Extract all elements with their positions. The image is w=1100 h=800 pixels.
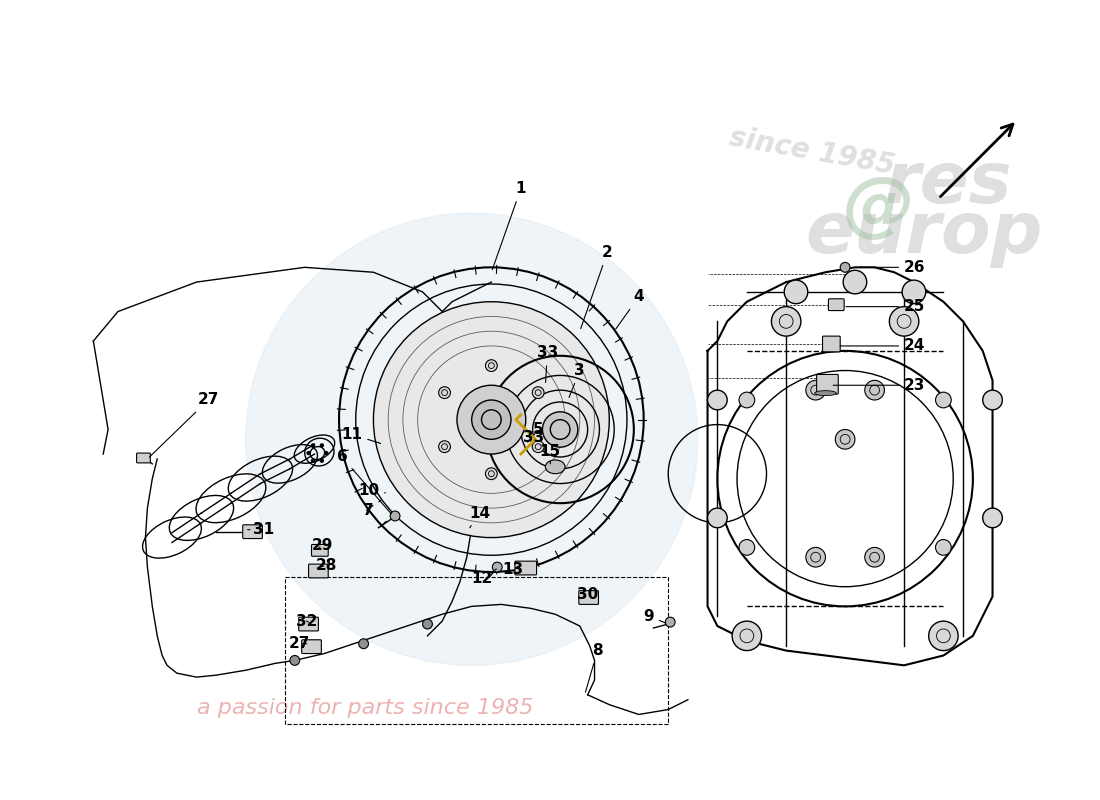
Text: 6: 6: [337, 450, 392, 514]
Circle shape: [865, 380, 884, 400]
Circle shape: [245, 214, 697, 666]
Circle shape: [307, 451, 310, 454]
Text: 12: 12: [471, 569, 496, 586]
Circle shape: [733, 621, 761, 650]
Circle shape: [485, 360, 497, 371]
Circle shape: [311, 444, 315, 447]
FancyBboxPatch shape: [515, 561, 537, 575]
Text: 15: 15: [540, 444, 561, 464]
FancyBboxPatch shape: [299, 617, 318, 631]
FancyBboxPatch shape: [136, 453, 151, 463]
Text: 7: 7: [363, 500, 381, 518]
Circle shape: [928, 621, 958, 650]
Circle shape: [373, 302, 609, 538]
Text: a passion for parts since 1985: a passion for parts since 1985: [197, 698, 532, 718]
Text: 8: 8: [585, 643, 603, 692]
FancyBboxPatch shape: [579, 590, 598, 605]
FancyBboxPatch shape: [301, 640, 321, 654]
Circle shape: [982, 390, 1002, 410]
Text: 11: 11: [341, 427, 381, 443]
Circle shape: [840, 262, 850, 272]
Circle shape: [422, 619, 432, 629]
FancyBboxPatch shape: [311, 545, 328, 556]
Circle shape: [982, 508, 1002, 528]
Text: 30: 30: [578, 587, 598, 602]
Circle shape: [359, 638, 369, 649]
Circle shape: [902, 280, 926, 304]
Text: europ: europ: [806, 198, 1043, 267]
Circle shape: [806, 547, 825, 567]
Circle shape: [532, 386, 544, 398]
Text: 1: 1: [493, 182, 526, 270]
FancyBboxPatch shape: [828, 298, 844, 310]
Circle shape: [771, 306, 801, 336]
FancyBboxPatch shape: [243, 525, 263, 538]
Circle shape: [835, 430, 855, 449]
Text: @: @: [844, 174, 915, 243]
Text: 13: 13: [503, 562, 524, 577]
Circle shape: [739, 539, 755, 555]
Text: 28: 28: [316, 558, 337, 573]
Circle shape: [439, 386, 450, 398]
Circle shape: [485, 468, 497, 479]
FancyBboxPatch shape: [823, 336, 840, 352]
Circle shape: [935, 539, 952, 555]
Circle shape: [290, 655, 299, 666]
Text: 14: 14: [469, 506, 491, 528]
Circle shape: [844, 270, 867, 294]
Circle shape: [456, 386, 526, 454]
Text: 25: 25: [846, 299, 925, 314]
Circle shape: [889, 306, 918, 336]
Circle shape: [472, 400, 512, 439]
Text: 32: 32: [296, 614, 317, 629]
Text: 24: 24: [840, 338, 925, 354]
Circle shape: [865, 547, 884, 567]
Ellipse shape: [815, 390, 836, 395]
Text: 29: 29: [311, 538, 333, 553]
Circle shape: [439, 441, 450, 453]
Circle shape: [666, 617, 675, 627]
FancyBboxPatch shape: [816, 374, 838, 394]
Text: 3: 3: [569, 363, 585, 398]
Circle shape: [739, 392, 755, 408]
Circle shape: [320, 444, 323, 447]
Text: 2: 2: [581, 245, 613, 329]
Circle shape: [493, 562, 503, 572]
Text: 5: 5: [528, 422, 543, 442]
Text: 31: 31: [248, 522, 274, 538]
Circle shape: [707, 390, 727, 410]
Circle shape: [390, 511, 400, 521]
Text: since 1985: since 1985: [727, 123, 898, 180]
Text: 23: 23: [833, 378, 925, 393]
Text: 9: 9: [644, 609, 666, 624]
Circle shape: [532, 441, 544, 453]
Ellipse shape: [546, 460, 565, 474]
Text: 26: 26: [860, 260, 925, 275]
Text: 10: 10: [358, 483, 385, 498]
Circle shape: [542, 412, 578, 447]
Circle shape: [320, 459, 323, 462]
Circle shape: [707, 508, 727, 528]
Circle shape: [806, 380, 825, 400]
Circle shape: [324, 451, 328, 454]
Text: 27: 27: [150, 393, 219, 457]
Text: 4: 4: [616, 290, 645, 329]
FancyBboxPatch shape: [309, 564, 328, 578]
Circle shape: [784, 280, 807, 304]
Text: 33: 33: [522, 430, 544, 445]
Text: 33: 33: [537, 346, 558, 382]
Text: 27: 27: [289, 636, 310, 651]
Circle shape: [311, 459, 315, 462]
Circle shape: [935, 392, 952, 408]
Text: res: res: [884, 150, 1012, 218]
